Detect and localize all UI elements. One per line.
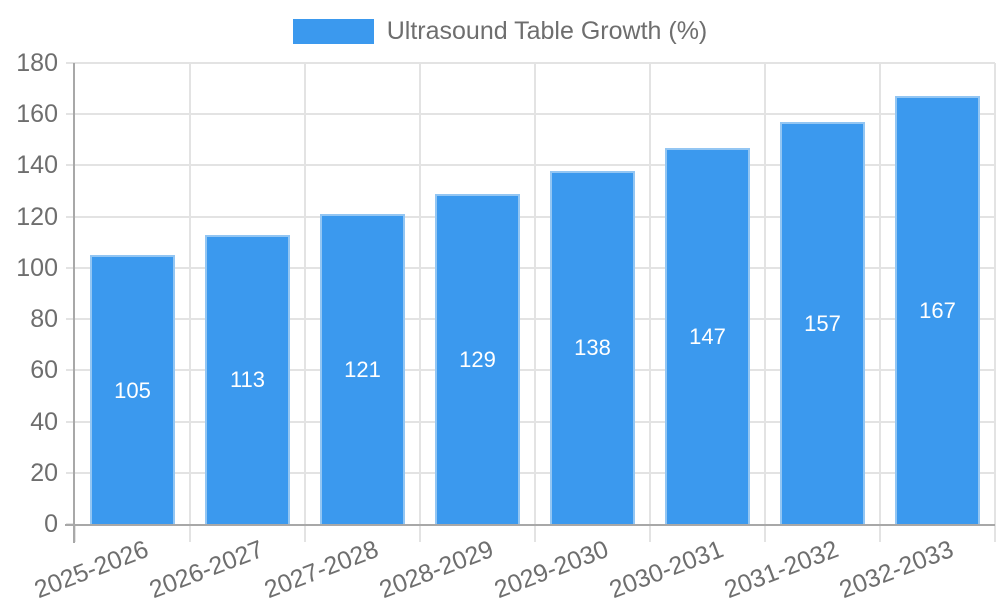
legend-label[interactable]: Ultrasound Table Growth (%) <box>386 17 708 45</box>
x-axis-tick <box>304 524 306 542</box>
y-axis-tick <box>66 113 75 116</box>
y-axis-tick <box>66 420 75 423</box>
y-axis-tick-label: 180 <box>16 49 58 77</box>
x-gridline <box>764 63 766 524</box>
y-axis-tick-label: 140 <box>16 151 58 180</box>
bar-2027-2028[interactable]: 121 <box>320 214 405 524</box>
y-axis-tick <box>66 318 75 321</box>
x-gridline <box>994 63 996 524</box>
x-axis-tick <box>649 524 651 542</box>
x-axis-tick <box>419 524 421 542</box>
y-axis-tick-label: 160 <box>16 100 58 129</box>
x-axis-tick <box>189 524 191 542</box>
bar-2032-2033[interactable]: 167 <box>895 96 980 524</box>
x-axis-category-label: 2027-2028 <box>260 535 383 600</box>
x-axis-tick <box>74 524 76 542</box>
x-axis-tick <box>994 524 996 542</box>
y-axis-tick-label: 120 <box>16 202 58 231</box>
x-axis-category-label: 2029-2030 <box>490 535 613 600</box>
x-axis-category-label: 2025-2026 <box>30 535 153 600</box>
y-axis-tick <box>66 164 75 167</box>
x-axis-category-label: 2031-2032 <box>720 535 843 600</box>
legend-swatch[interactable] <box>292 19 374 44</box>
y-axis-tick <box>66 62 75 64</box>
x-axis-tick <box>534 524 536 542</box>
bar-2030-2031[interactable]: 147 <box>665 147 750 524</box>
bar-value-label: 167 <box>919 298 956 324</box>
x-axis-category-label: 2026-2027 <box>145 535 268 600</box>
bar-value-label: 157 <box>804 310 841 336</box>
x-axis-category-label: 2032-2033 <box>835 535 958 600</box>
bar-value-label: 113 <box>229 367 266 393</box>
y-axis-tick-label: 40 <box>30 407 58 436</box>
bar-value-label: 138 <box>574 335 611 361</box>
y-axis-tick-label: 60 <box>30 356 58 385</box>
x-gridline <box>534 63 536 524</box>
bar-2031-2032[interactable]: 157 <box>780 121 865 524</box>
x-axis-category-label: 2028-2029 <box>375 535 498 600</box>
x-gridline <box>189 63 191 524</box>
bar-2025-2026[interactable]: 105 <box>90 255 175 524</box>
x-axis-line <box>65 524 995 526</box>
bar-value-label: 105 <box>114 377 151 403</box>
bar-value-label: 147 <box>689 323 726 349</box>
y-axis-tick <box>66 471 75 474</box>
x-gridline <box>649 63 651 524</box>
bar-value-label: 129 <box>459 346 496 372</box>
chart-legend[interactable]: Ultrasound Table Growth (%) <box>0 19 1000 44</box>
y-axis-tick <box>66 266 75 269</box>
y-axis-tick <box>66 215 75 218</box>
y-axis-tick-label: 20 <box>30 458 58 487</box>
x-gridline <box>879 63 881 524</box>
bar-2028-2029[interactable]: 129 <box>435 193 520 524</box>
y-axis-line <box>73 63 75 543</box>
bar-2029-2030[interactable]: 138 <box>550 170 635 524</box>
bar-value-label: 121 <box>344 357 381 383</box>
y-axis-tick-label: 80 <box>30 305 58 334</box>
x-axis-tick <box>879 524 881 542</box>
x-gridline <box>304 63 306 524</box>
y-axis-tick <box>66 369 75 372</box>
y-axis-tick-label: 0 <box>44 510 58 538</box>
x-axis-tick <box>764 524 766 542</box>
x-axis-category-label: 2030-2031 <box>605 535 728 600</box>
y-axis-tick-label: 100 <box>16 253 58 282</box>
bar-2026-2027[interactable]: 113 <box>205 234 290 524</box>
x-gridline <box>419 63 421 524</box>
